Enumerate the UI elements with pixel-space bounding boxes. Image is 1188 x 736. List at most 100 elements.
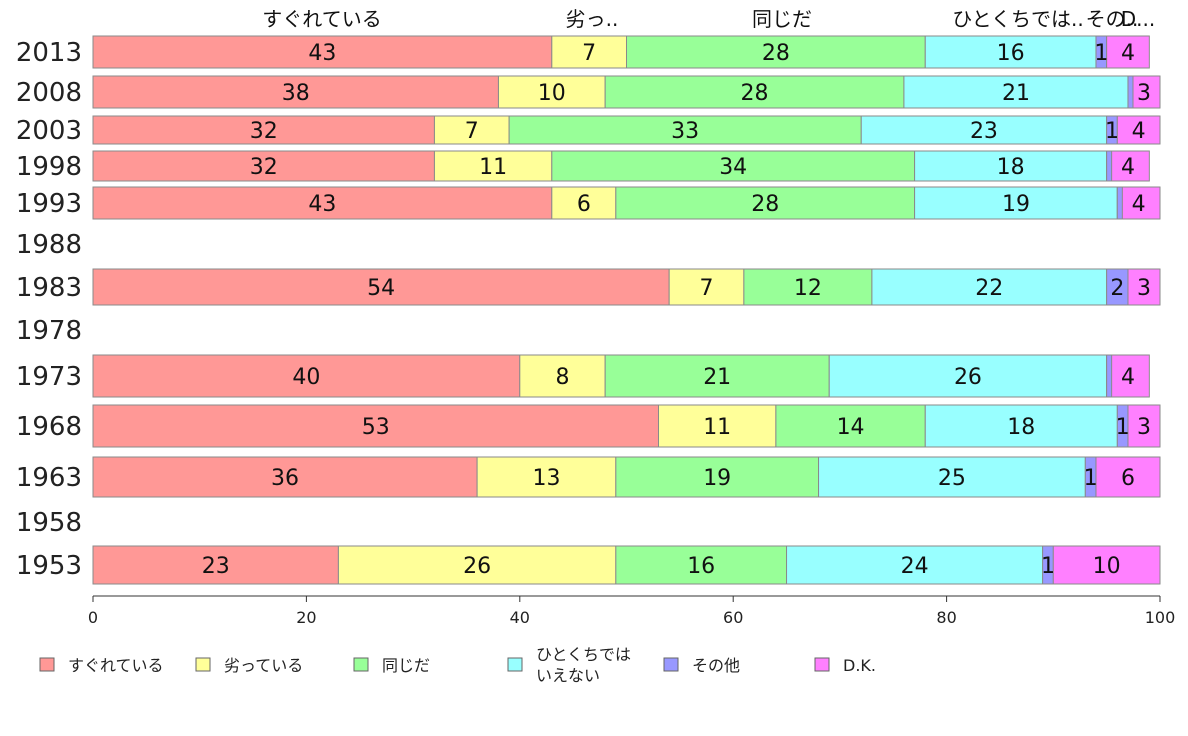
bar-segment-1993-s2 — [615, 186, 916, 220]
bar-value-label-1993-s5: 4 — [1132, 192, 1146, 217]
bar-value-label-1998-s0: 32 — [250, 155, 278, 180]
bar-value-label-2008-s3: 21 — [1002, 81, 1030, 106]
legend-label-3-line1: ひとくちでは — [536, 645, 631, 664]
bar-value-label-1998-s1: 11 — [479, 155, 507, 180]
legend-swatch-3 — [507, 657, 523, 672]
x-tick-label-80: 80 — [936, 608, 956, 627]
year-label-1958: 1958 — [16, 508, 82, 538]
year-label-2008: 2008 — [16, 78, 82, 108]
bar-segment-1983-s2 — [743, 268, 873, 306]
bar-segment-1973-other-sliver — [1106, 354, 1113, 398]
bar-value-label-2003-s5: 4 — [1132, 119, 1146, 144]
bar-value-label-1993-s3: 19 — [1002, 192, 1030, 217]
bar-segment-2013-s1 — [551, 35, 627, 69]
top-label-cannot-say: ひとくちでは.. — [952, 7, 1084, 31]
year-label-1988: 1988 — [16, 230, 82, 260]
bar-segment-1973-s5 — [1106, 354, 1150, 398]
bar-segment-1993-s1 — [551, 186, 617, 220]
legend-label-2: 同じだ — [382, 656, 430, 675]
bar-value-label-1953-s4: 1 — [1041, 554, 1055, 579]
x-axis: 0 20 40 60 80 100 — [88, 595, 1176, 627]
bar-value-label-1953-s2: 16 — [687, 554, 715, 579]
bar-value-label-1953-s1: 26 — [463, 554, 491, 579]
bar-value-label-2008-s1: 10 — [538, 81, 566, 106]
bar-value-label-2003-s3: 23 — [970, 119, 998, 144]
bar-segment-2013-s2 — [626, 35, 926, 69]
year-label-1993: 1993 — [16, 189, 82, 219]
bar-segment-2008-s2 — [604, 75, 905, 109]
legend-swatch-5 — [814, 657, 830, 672]
legend-label-5: D.K. — [843, 656, 876, 675]
bar-segment-2013-s0 — [92, 35, 553, 69]
bar-value-label-1983-s3: 22 — [975, 276, 1003, 301]
year-label-2013: 2013 — [16, 38, 82, 68]
bar-value-label-1963-s4: 1 — [1084, 466, 1098, 491]
bar-segment-1983-s1 — [668, 268, 745, 306]
bar-value-label-1998-s2: 34 — [719, 155, 747, 180]
x-tick-label-40: 40 — [510, 608, 530, 627]
bar-segment-2013-s5 — [1106, 35, 1150, 69]
bar-value-label-1963-s5: 6 — [1121, 466, 1135, 491]
legend-swatch-0 — [39, 657, 55, 672]
bar-value-label-2013-s2: 28 — [762, 41, 790, 66]
bar-value-label-1998-s3: 18 — [997, 155, 1025, 180]
legend-label-0: すぐれている — [68, 656, 164, 675]
legend-label-4: その他 — [692, 656, 740, 675]
bar-segment-1963-s0 — [92, 456, 478, 498]
bar-segment-1998-s1 — [433, 150, 553, 182]
bar-value-label-1973-s2: 21 — [703, 365, 731, 390]
bar-value-label-2008-s5: 3 — [1137, 81, 1151, 106]
top-label-same: 同じだ — [752, 7, 812, 31]
bar-segment-1963-s1 — [476, 456, 617, 498]
top-label-superior: すぐれている — [262, 7, 381, 31]
bar-value-label-1983-s2: 12 — [794, 276, 822, 301]
bar-value-label-2003-s2: 33 — [671, 119, 699, 144]
bar-value-label-1968-s0: 53 — [362, 415, 390, 440]
bar-segment-2003-s3 — [860, 115, 1108, 145]
bar-value-label-1953-s0: 23 — [202, 554, 230, 579]
bar-segment-1998-s2 — [551, 150, 916, 182]
x-tick-label-60: 60 — [723, 608, 743, 627]
year-label-1998: 1998 — [16, 152, 82, 182]
top-label-dk: D... — [1121, 7, 1155, 31]
bar-value-label-2013-s5: 4 — [1121, 41, 1135, 66]
bar-segment-1993-s0 — [92, 186, 553, 220]
bar-value-label-1968-s4: 1 — [1116, 415, 1130, 440]
legend-label-3-line2: いえない — [536, 666, 600, 685]
bar-value-label-2008-s2: 28 — [741, 81, 769, 106]
bar-value-label-1968-s2: 14 — [837, 415, 865, 440]
bar-value-label-2003-s4: 1 — [1105, 119, 1119, 144]
bar-segment-1953-s2 — [615, 545, 788, 585]
year-label-1953: 1953 — [16, 551, 82, 581]
bar-value-label-1983-s0: 54 — [367, 276, 395, 301]
bar-value-label-2013-s1: 7 — [582, 41, 596, 66]
bar-segment-1968-s3 — [924, 404, 1118, 448]
bar-value-label-1968-s1: 11 — [703, 415, 731, 440]
year-label-1973: 1973 — [16, 362, 82, 392]
bar-segment-1953-s3 — [786, 545, 1044, 585]
bar-segment-1963-s2 — [615, 456, 820, 498]
bar-segment-2003-s0 — [92, 115, 435, 145]
bar-segment-1953-s5 — [1052, 545, 1161, 585]
bar-value-label-1953-s3: 24 — [901, 554, 929, 579]
legend-swatch-1 — [195, 657, 211, 672]
bar-segment-1993-s5 — [1116, 186, 1161, 220]
x-tick-label-20: 20 — [296, 608, 316, 627]
bar-segment-2013-s3 — [924, 35, 1097, 69]
year-label-2003: 2003 — [16, 116, 82, 146]
bar-segment-1963-s5 — [1095, 456, 1161, 498]
top-label-inferior: 劣っ.. — [566, 7, 619, 31]
top-label-other: その.. — [1086, 7, 1139, 31]
bar-value-label-2003-s1: 7 — [465, 119, 479, 144]
legend-swatch-4 — [663, 657, 679, 672]
bar-segment-1953-s0 — [92, 545, 339, 585]
year-label-1968: 1968 — [16, 412, 82, 442]
x-tick-label-100: 100 — [1145, 608, 1176, 627]
bar-value-label-1973-s0: 40 — [292, 365, 320, 390]
bar-value-label-2008-s0: 38 — [282, 81, 310, 106]
top-category-labels: すぐれている 劣っ.. 同じだ ひとくちでは.. その.. D... — [262, 7, 1155, 31]
bar-segment-2003-s5 — [1116, 115, 1161, 145]
bar-segment-2008-s0 — [92, 75, 499, 109]
